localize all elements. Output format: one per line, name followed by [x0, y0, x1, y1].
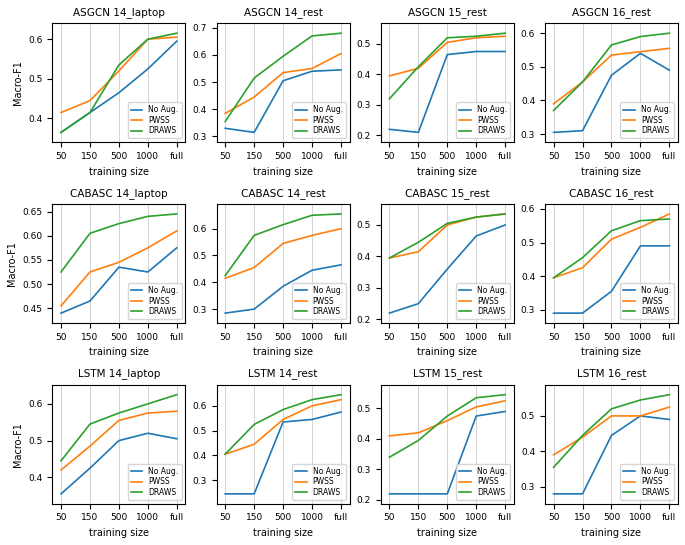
Legend: No Aug., PWSS, DRAWS: No Aug., PWSS, DRAWS [456, 102, 510, 138]
Title: CABASC 16_rest: CABASC 16_rest [569, 187, 653, 198]
Y-axis label: Macro-F1: Macro-F1 [13, 60, 23, 105]
Title: CABASC 14_laptop: CABASC 14_laptop [70, 187, 168, 198]
X-axis label: training size: training size [253, 528, 313, 538]
Title: LSTM 14_rest: LSTM 14_rest [249, 368, 318, 379]
Legend: No Aug., PWSS, DRAWS: No Aug., PWSS, DRAWS [292, 283, 346, 319]
X-axis label: training size: training size [89, 167, 149, 177]
Title: LSTM 14_laptop: LSTM 14_laptop [77, 368, 160, 379]
Title: ASGCN 15_rest: ASGCN 15_rest [408, 7, 487, 18]
Legend: No Aug., PWSS, DRAWS: No Aug., PWSS, DRAWS [456, 464, 510, 500]
X-axis label: training size: training size [417, 167, 477, 177]
Title: ASGCN 14_laptop: ASGCN 14_laptop [73, 7, 165, 18]
X-axis label: training size: training size [417, 528, 477, 538]
Y-axis label: Macro-F1: Macro-F1 [13, 422, 23, 467]
Legend: No Aug., PWSS, DRAWS: No Aug., PWSS, DRAWS [128, 102, 182, 138]
Title: ASGCN 14_rest: ASGCN 14_rest [244, 7, 323, 18]
X-axis label: training size: training size [253, 167, 313, 177]
Title: CABASC 15_rest: CABASC 15_rest [405, 187, 490, 198]
Title: LSTM 16_rest: LSTM 16_rest [577, 368, 646, 379]
Legend: No Aug., PWSS, DRAWS: No Aug., PWSS, DRAWS [292, 464, 346, 500]
Title: LSTM 15_rest: LSTM 15_rest [412, 368, 482, 379]
X-axis label: training size: training size [253, 347, 313, 358]
Legend: No Aug., PWSS, DRAWS: No Aug., PWSS, DRAWS [128, 464, 182, 500]
Title: CABASC 14_rest: CABASC 14_rest [241, 187, 325, 198]
X-axis label: training size: training size [582, 347, 641, 358]
X-axis label: training size: training size [582, 528, 641, 538]
X-axis label: training size: training size [417, 347, 477, 358]
X-axis label: training size: training size [582, 167, 641, 177]
X-axis label: training size: training size [89, 347, 149, 358]
Legend: No Aug., PWSS, DRAWS: No Aug., PWSS, DRAWS [456, 283, 510, 319]
X-axis label: training size: training size [89, 528, 149, 538]
Title: ASGCN 16_rest: ASGCN 16_rest [572, 7, 651, 18]
Legend: No Aug., PWSS, DRAWS: No Aug., PWSS, DRAWS [128, 283, 182, 319]
Legend: No Aug., PWSS, DRAWS: No Aug., PWSS, DRAWS [621, 464, 674, 500]
Y-axis label: Macro-F1: Macro-F1 [7, 241, 17, 286]
Legend: No Aug., PWSS, DRAWS: No Aug., PWSS, DRAWS [621, 102, 674, 138]
Legend: No Aug., PWSS, DRAWS: No Aug., PWSS, DRAWS [621, 283, 674, 319]
Legend: No Aug., PWSS, DRAWS: No Aug., PWSS, DRAWS [292, 102, 346, 138]
